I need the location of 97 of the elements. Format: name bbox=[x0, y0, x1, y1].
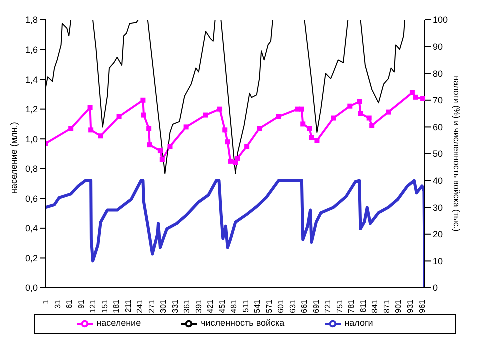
x-tick-label: 841 bbox=[370, 299, 380, 314]
point bbox=[358, 111, 364, 116]
legend-label: население bbox=[96, 318, 142, 328]
point bbox=[300, 122, 306, 127]
y2-tick-label: 20 bbox=[433, 230, 444, 240]
x-tick-label: 1 bbox=[42, 299, 50, 304]
x-tick-label: 301 bbox=[159, 299, 168, 314]
y-tick-label: 1,0 bbox=[25, 134, 38, 144]
point bbox=[140, 98, 146, 103]
point bbox=[309, 135, 314, 140]
point bbox=[225, 140, 230, 145]
point bbox=[366, 116, 372, 121]
y-tick-label: 0,4 bbox=[25, 224, 38, 234]
x-tick-label: 901 bbox=[394, 299, 404, 314]
x-tick-label: 151 bbox=[100, 299, 110, 314]
x-tick-label: 811 bbox=[358, 299, 368, 313]
point bbox=[116, 114, 122, 120]
x-tick-label: 781 bbox=[347, 299, 356, 314]
point bbox=[257, 126, 262, 132]
x-tick-label: 181 bbox=[112, 299, 122, 314]
point bbox=[348, 104, 353, 109]
point bbox=[203, 112, 208, 118]
point bbox=[218, 106, 223, 112]
x-tick-label: 721 bbox=[324, 299, 333, 314]
point bbox=[307, 126, 312, 132]
x-tick-label: 571 bbox=[264, 299, 274, 314]
y2-tick-label: 100 bbox=[433, 15, 448, 26]
point bbox=[160, 157, 165, 162]
y-tick-label: 0,2 bbox=[25, 253, 38, 264]
point bbox=[413, 94, 418, 100]
y-tick-label: 0,6 bbox=[25, 194, 38, 204]
x-tick-label: 211 bbox=[124, 299, 133, 313]
x-tick-label: 541 bbox=[253, 299, 262, 314]
x-tick-label: 601 bbox=[276, 299, 286, 314]
x-tick-label: 481 bbox=[230, 299, 239, 314]
legend-label: численность войска bbox=[201, 318, 285, 328]
x-tick-label: 61 bbox=[65, 299, 74, 309]
y2-axis-title: налоги (%) и численность войска (тыс.) bbox=[452, 76, 462, 232]
x-tick-label: 271 bbox=[147, 299, 156, 314]
y2-tick-label: 40 bbox=[433, 176, 444, 186]
point bbox=[233, 160, 238, 166]
point bbox=[88, 105, 93, 110]
y-tick-label: 1,6 bbox=[25, 44, 38, 55]
point bbox=[168, 144, 173, 150]
x-tick-label: 451 bbox=[218, 299, 227, 314]
point bbox=[88, 128, 94, 133]
point bbox=[147, 142, 152, 148]
point bbox=[184, 124, 189, 130]
x-tick-label: 31 bbox=[53, 299, 62, 309]
y-tick-label: 1,4 bbox=[25, 74, 38, 85]
y2-tick-label: 80 bbox=[433, 68, 444, 79]
point bbox=[146, 126, 152, 132]
x-tick-label: 241 bbox=[136, 299, 145, 314]
y2-tick-label: 90 bbox=[433, 42, 444, 52]
point bbox=[299, 106, 304, 112]
y-tick-label: 0,0 bbox=[25, 283, 38, 294]
point bbox=[222, 128, 228, 133]
x-tick-label: 391 bbox=[194, 299, 204, 314]
point bbox=[420, 96, 425, 102]
point bbox=[235, 156, 240, 161]
x-tick-label: 961 bbox=[418, 299, 427, 314]
point bbox=[158, 148, 163, 154]
point bbox=[386, 110, 392, 115]
x-tick-label: 751 bbox=[335, 299, 344, 314]
y2-tick-label: 70 bbox=[433, 96, 444, 106]
y-tick-label: 1,2 bbox=[25, 104, 38, 115]
x-tick-label: 871 bbox=[382, 299, 392, 314]
x-tick-label: 361 bbox=[182, 299, 192, 314]
point bbox=[244, 144, 250, 150]
y2-tick-label: 10 bbox=[433, 256, 444, 266]
y-tick-label: 1,8 bbox=[25, 15, 38, 26]
point bbox=[228, 158, 234, 164]
legend-label: налоги bbox=[344, 318, 374, 328]
point bbox=[357, 99, 362, 104]
y2-tick-label: 60 bbox=[433, 122, 444, 132]
x-tick-label: 121 bbox=[88, 299, 98, 314]
y2-tick-label: 0 bbox=[433, 283, 438, 294]
point bbox=[276, 114, 282, 120]
point bbox=[141, 112, 146, 118]
point bbox=[370, 123, 375, 128]
x-tick-label: 931 bbox=[406, 299, 415, 314]
y2-tick-label: 50 bbox=[433, 149, 444, 160]
x-tick-label: 511 bbox=[241, 299, 250, 313]
x-tick-label: 691 bbox=[312, 299, 321, 314]
y-tick-label: 0,8 bbox=[25, 164, 38, 174]
x-tick-label: 91 bbox=[76, 299, 86, 309]
x-tick-label: 421 bbox=[206, 299, 216, 314]
point bbox=[98, 134, 104, 139]
point bbox=[410, 90, 415, 96]
x-tick-label: 631 bbox=[288, 299, 298, 314]
x-tick-label: 661 bbox=[300, 299, 310, 314]
point bbox=[68, 126, 74, 132]
x-tick-label: 331 bbox=[170, 299, 180, 314]
y-axis-title: население (млн.) bbox=[9, 122, 20, 194]
point bbox=[331, 116, 336, 121]
point bbox=[314, 138, 320, 144]
y2-tick-label: 30 bbox=[433, 202, 444, 213]
